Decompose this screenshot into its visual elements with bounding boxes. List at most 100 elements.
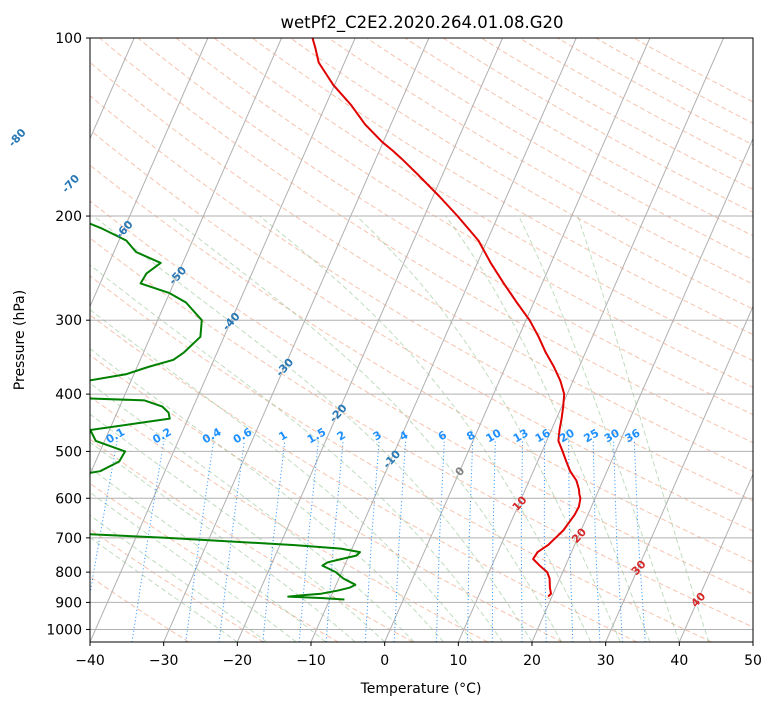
dry-adiabat [90,275,712,642]
mixing-ratio-label: 6 [436,428,449,443]
mixing-ratio-line [491,440,496,642]
moist-adiabat [90,536,238,642]
isotherm-line [236,38,503,642]
dry-adiabat [90,200,753,595]
dry-adiabat [90,395,488,642]
isotherm-label: 40 [688,590,708,610]
x-tick-label: −20 [223,653,253,669]
mixing-ratio-line [325,440,344,642]
isotherm-label: -80 [6,126,29,150]
isotherm-label: 10 [510,493,530,513]
x-tick-label: 50 [744,653,762,669]
isotherm-line [90,38,209,308]
isotherm-label: 20 [569,525,589,545]
moist-adiabat [518,215,680,642]
isotherm-line [531,137,753,642]
x-tick-label: 40 [670,653,688,669]
isotherm-line [90,38,282,476]
x-tick-label: −30 [149,653,179,669]
mixing-ratio-label: 3 [371,428,384,443]
moist-adiabat [90,382,415,642]
mixing-ratio-line [364,440,380,642]
y-tick-label: 200 [55,209,82,225]
mixing-ratio-labels: 0.1 0.2 0.4 0.6 1 1.5 2 3 4 6 8 10 13 16 20 25 30 36 [104,425,643,446]
isotherm-line [163,38,430,642]
x-tick-label: 30 [597,653,615,669]
dewpoint-profile-line [90,222,361,601]
y-tick-label: 100 [55,31,82,47]
moist-adiabat [577,215,710,642]
x-tick-label: 20 [523,653,541,669]
moist-adiabat [90,441,356,642]
isotherm-line [0,38,61,642]
plot-frame [89,37,754,643]
moist-adiabat [259,215,592,642]
x-tick-label: −40 [75,653,105,669]
moist-adiabat [90,348,444,642]
dry-adiabat [480,38,753,191]
mixing-ratio-line [592,440,601,642]
dry-adiabat [366,38,753,261]
isotherm-label: -70 [59,172,82,196]
mixing-ratio-line [131,440,165,642]
isotherm-line [384,38,651,642]
dry-adiabat [633,38,753,103]
mixing-ratio-label: 25 [582,426,602,445]
y-tick-label: 300 [55,313,82,329]
dry-adiabat [99,38,753,444]
chart-title: wetPf2_C2E2.2020.264.01.08.G20 [280,13,563,33]
x-tick-label: 10 [449,653,467,669]
dry-adiabat [252,38,753,336]
temperature-profile-line [311,38,582,598]
y-axis-ticks: 1000 900 800 700 600 500 400 300 200 100 [46,31,90,638]
isotherm-line [310,38,577,642]
y-tick-label: 700 [55,531,82,547]
mixing-ratio-label: 10 [484,426,504,445]
dry-adiabat [213,38,753,362]
mixing-ratio-label: 16 [533,426,553,445]
dry-adiabat [442,38,753,214]
mixing-ratio-line [393,440,407,642]
mixing-ratio-line [435,440,445,642]
dry-adiabat [90,528,264,642]
dry-adiabat [404,38,753,237]
dry-adiabat [90,314,638,642]
moist-adiabat [445,215,651,642]
mixing-ratio-line [543,440,547,642]
isotherm-label: -30 [273,355,296,379]
dry-adiabat [90,237,753,628]
mixing-ratio-label: 1 [276,428,289,443]
isotherm-line [752,640,753,642]
y-tick-label: 900 [55,595,82,611]
y-axis-title: Pressure (hPa) [12,290,28,390]
dry-adiabat [175,38,753,388]
mixing-ratio-line [467,440,474,642]
mixing-ratio-line [568,440,574,642]
background-lines [0,38,753,642]
isotherm-line [457,38,724,642]
mixing-ratio-label: 2 [335,428,348,443]
dry-adiabat [90,164,753,563]
mixing-ratio-line [613,440,623,642]
moist-adiabat [356,215,621,642]
profile-series [90,38,582,601]
y-tick-label: 400 [55,387,82,403]
moist-adiabat [90,491,297,642]
mixing-ratio-label: 0.4 [200,425,224,446]
dry-adiabat [90,61,753,472]
dry-adiabat [90,95,753,502]
isotherm-label: 0 [453,464,468,479]
dry-adiabat [90,438,414,642]
y-tick-label: 800 [55,565,82,581]
isotherm-label: -40 [220,310,243,334]
isotherm-label: -50 [166,264,189,288]
mixing-ratio-line [520,440,523,642]
x-tick-label: −10 [296,653,326,669]
x-axis-title: Temperature (°C) [360,681,482,697]
isotherm-line [605,305,753,642]
moist-adiabat [90,514,268,642]
moist-adiabat [90,309,474,642]
isotherm-label: 30 [629,557,649,577]
dry-adiabat [90,354,563,642]
